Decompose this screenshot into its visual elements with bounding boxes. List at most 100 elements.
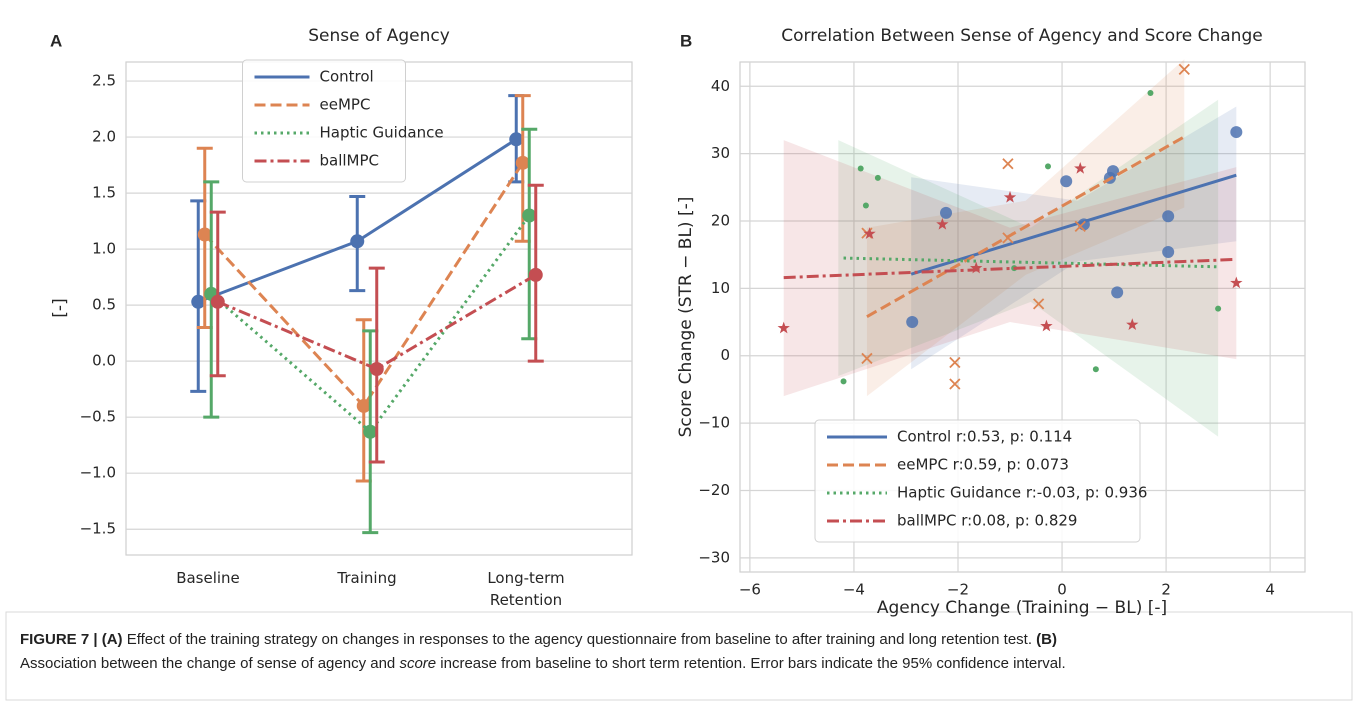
x-tick-label: Training xyxy=(336,569,396,587)
panel-label: A xyxy=(50,31,62,50)
y-tick-label: 0 xyxy=(720,346,730,364)
point xyxy=(210,294,225,309)
y-tick-label: 0.0 xyxy=(92,352,116,370)
point xyxy=(1230,276,1243,289)
x-tick-label: −6 xyxy=(739,581,761,599)
point xyxy=(777,321,790,334)
point xyxy=(1032,298,1045,310)
point xyxy=(861,352,873,365)
point xyxy=(970,261,983,274)
caption-border xyxy=(5,611,1353,701)
x-tick-label: 0 xyxy=(1057,581,1067,599)
point xyxy=(1074,220,1086,233)
point xyxy=(363,424,378,439)
y-tick-label: 20 xyxy=(711,211,730,229)
x-tick-label: 4 xyxy=(1265,581,1275,599)
point xyxy=(191,294,206,309)
y-axis-label: Score Change (STR − BL) [-] xyxy=(676,197,696,438)
x-tick-label: −2 xyxy=(947,581,969,599)
point xyxy=(874,174,881,181)
point xyxy=(197,227,212,242)
point xyxy=(509,132,524,147)
point xyxy=(515,155,530,170)
y-tick-label: 10 xyxy=(711,279,730,297)
legend-label: Control r:0.53, p: 0.114 xyxy=(897,428,1072,446)
y-tick-label: 1.5 xyxy=(92,184,116,202)
point xyxy=(528,267,543,282)
point xyxy=(1215,305,1222,312)
fit-line xyxy=(866,135,1186,318)
point xyxy=(1044,163,1051,170)
point xyxy=(522,208,537,223)
legend-label: ballMPC r:0.08, p: 0.829 xyxy=(897,512,1077,530)
fit-line xyxy=(783,257,1237,280)
panel-label: B xyxy=(680,31,692,50)
point xyxy=(862,202,869,209)
y-tick-label: 2.0 xyxy=(92,128,116,146)
x-tick-label: 2 xyxy=(1161,581,1171,599)
point xyxy=(863,227,876,240)
y-axis-label: [-] xyxy=(50,298,70,317)
legend-box xyxy=(242,59,406,183)
point xyxy=(1060,175,1073,188)
x-axis-label: Agency Change (Training − BL) [-] xyxy=(877,598,1167,618)
point xyxy=(949,378,961,390)
point xyxy=(940,206,953,219)
y-tick-label: −30 xyxy=(698,548,730,566)
caption-text: FIGURE 7 | (A) xyxy=(20,631,123,648)
point xyxy=(1074,161,1087,174)
point xyxy=(1040,319,1053,332)
chart-title: Correlation Between Sense of Agency and … xyxy=(781,26,1262,46)
point xyxy=(1002,158,1014,170)
caption-text: increase from baseline to short term ret… xyxy=(436,655,1066,672)
fit-line xyxy=(843,256,1219,269)
caption-text: score xyxy=(399,655,437,672)
legend-label: eeMPC xyxy=(320,96,371,114)
y-tick-label: 1.0 xyxy=(92,240,116,258)
point xyxy=(369,362,384,377)
y-tick-label: −10 xyxy=(698,414,730,432)
error-bar xyxy=(209,210,226,378)
point xyxy=(1111,286,1124,299)
point xyxy=(1162,245,1175,258)
y-tick-label: 40 xyxy=(711,77,730,95)
caption-text: (B) xyxy=(1036,631,1057,648)
y-tick-label: −20 xyxy=(698,481,730,499)
y-tick-label: −1.0 xyxy=(80,464,116,482)
x-tick-label: Baseline xyxy=(176,569,240,587)
legend-box xyxy=(814,419,1141,543)
confidence-band xyxy=(911,106,1237,370)
point xyxy=(1162,210,1175,223)
legend-label: eeMPC r:0.59, p: 0.073 xyxy=(897,456,1069,474)
point xyxy=(840,378,847,385)
point xyxy=(1126,318,1139,331)
point xyxy=(1092,366,1099,373)
point xyxy=(949,356,961,369)
legend-label: Haptic Guidance xyxy=(320,124,444,142)
y-tick-label: −0.5 xyxy=(80,408,116,426)
confidence-band xyxy=(783,140,1237,397)
caption: FIGURE 7 | (A) Effect of the training st… xyxy=(20,628,1340,676)
legend-label: Haptic Guidance r:-0.03, p: 0.936 xyxy=(897,484,1147,502)
caption-text: Association between the change of sense … xyxy=(20,655,400,672)
y-tick-label: 2.5 xyxy=(92,72,116,90)
point xyxy=(1230,126,1243,139)
point xyxy=(1003,190,1017,203)
y-tick-label: 0.5 xyxy=(92,296,116,314)
point xyxy=(1147,89,1154,96)
y-tick-label: −1.5 xyxy=(80,520,116,538)
caption-text: Effect of the training strategy on chang… xyxy=(122,631,1037,648)
point xyxy=(936,217,949,230)
y-tick-label: 30 xyxy=(711,144,730,162)
point xyxy=(356,398,371,413)
point xyxy=(857,165,864,172)
legend-label: ballMPC xyxy=(320,152,380,170)
confidence-band xyxy=(838,99,1219,437)
point xyxy=(350,234,365,249)
chart-title: Sense of Agency xyxy=(308,26,450,46)
x-tick-label: Long-term Retention xyxy=(487,569,564,609)
legend-label: Control xyxy=(320,68,374,86)
point xyxy=(1178,63,1190,76)
